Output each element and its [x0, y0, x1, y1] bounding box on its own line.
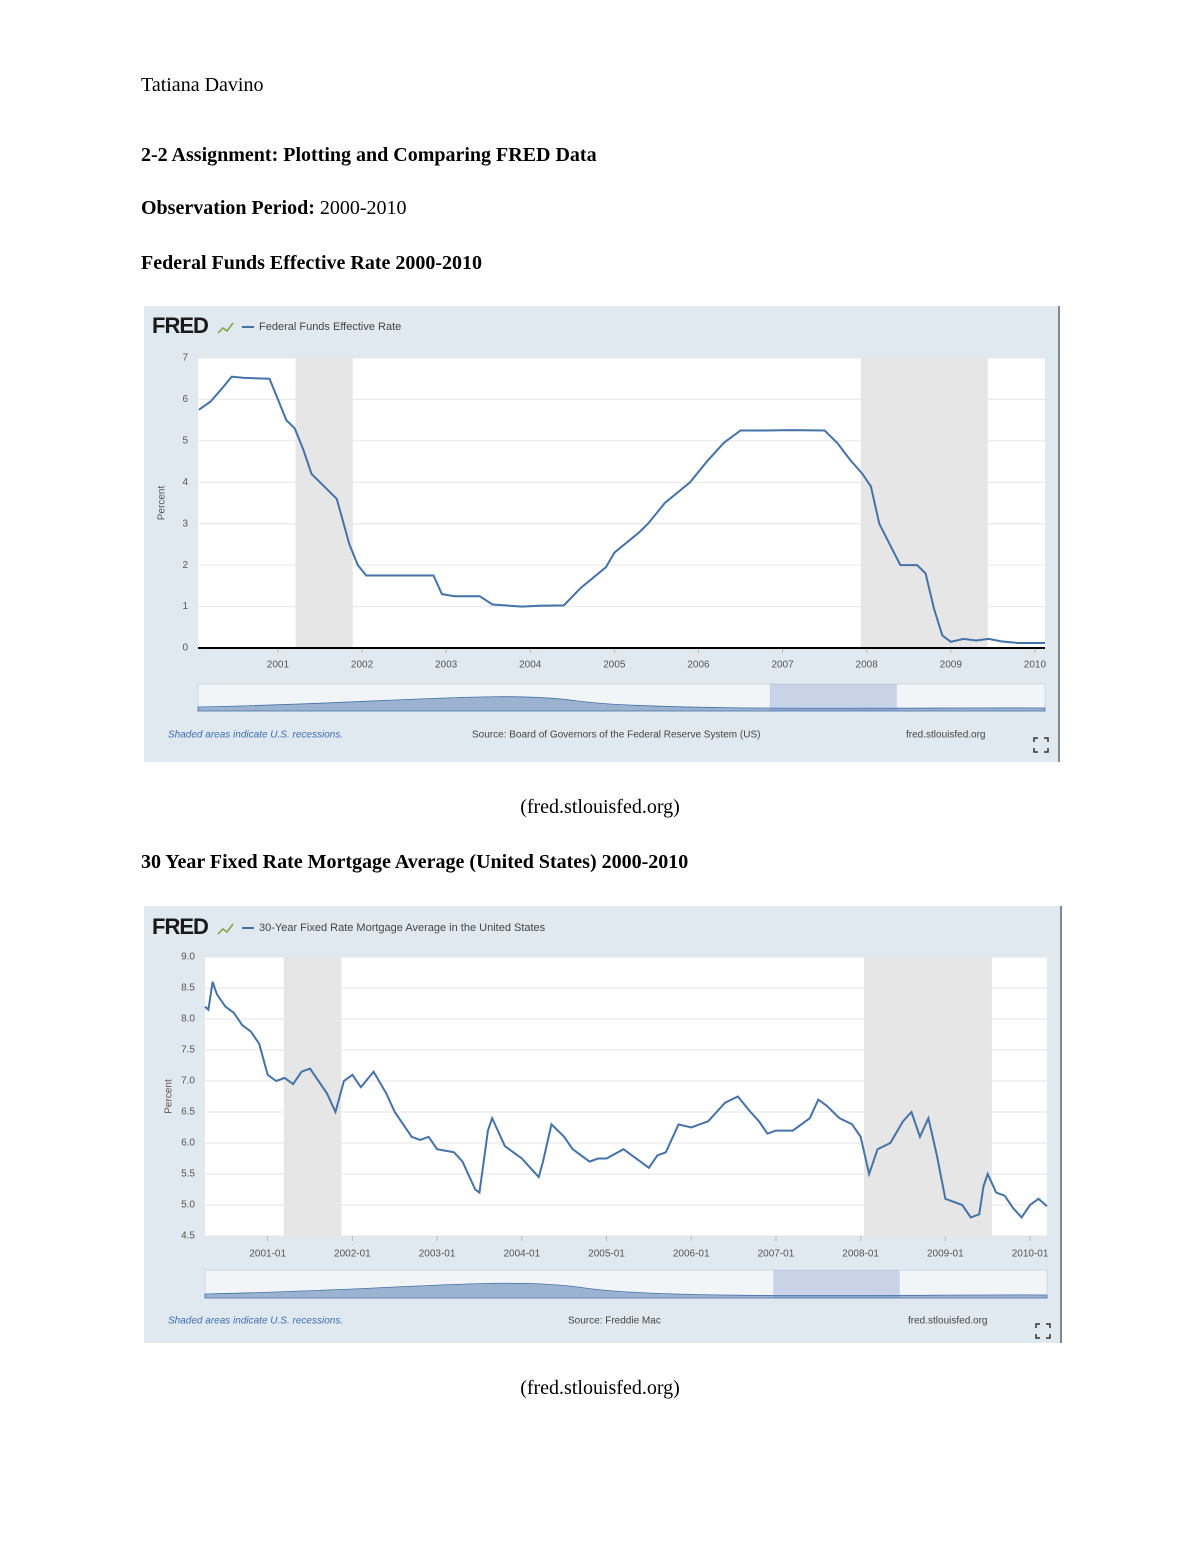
x-tick-label: 2004-01 [503, 1249, 540, 1260]
section-heading: Federal Funds Effective Rate 2000-2010 [141, 252, 483, 274]
y-axis-label: Percent [157, 486, 168, 521]
y-tick-label: 8.0 [181, 1014, 195, 1025]
x-tick-label: 2008 [856, 660, 879, 671]
x-tick-label: 2002-01 [334, 1249, 371, 1260]
y-tick-label: 8.5 [181, 983, 195, 994]
author: Tatiana Davino [141, 74, 264, 96]
fred-chart: FRED Federal Funds Effective Rate 0 1 2 3 4 5 6 7… [144, 306, 1060, 762]
x-tick-label: 2010-01 [1012, 1249, 1049, 1260]
y-tick-label: 1 [182, 601, 188, 612]
source: Source: Freddie Mac [568, 1316, 661, 1327]
y-tick-label: 0 [182, 643, 188, 654]
navigator-series [197, 696, 1046, 712]
footnote: Shaded areas indicate U.S. recessions. [168, 730, 343, 741]
fullscreen-icon[interactable] [1035, 1323, 1051, 1339]
x-tick-label: 2006 [687, 660, 710, 671]
fred-chart: FRED 30-Year Fixed Rate Mortgage Average … [144, 906, 1062, 1343]
source: Source: Board of Governors of the Federa… [472, 730, 760, 741]
y-tick-label: 4 [182, 477, 188, 488]
assignment-title: 2-2 Assignment: Plotting and Comparing F… [141, 144, 597, 166]
data-line [198, 375, 1045, 645]
navigator-window [769, 684, 897, 711]
y-tick-label: 9.0 [181, 952, 195, 963]
x-tick-label: 2005 [603, 660, 626, 671]
data-line [204, 981, 1048, 1220]
recession-shade [295, 358, 353, 648]
fullscreen-icon[interactable] [1033, 737, 1049, 753]
y-tick-label: 5 [182, 435, 188, 446]
recession-shade [283, 957, 342, 1236]
legend-label: Federal Funds Effective Rate [259, 321, 401, 333]
y-axis-label: Percent [164, 1079, 175, 1114]
footnote: Shaded areas indicate U.S. recessions. [168, 1316, 343, 1327]
x-tick-label: 2005-01 [588, 1249, 625, 1260]
caption: (fred.stlouisfed.org) [520, 796, 680, 818]
section-heading: 30 Year Fixed Rate Mortgage Average (Uni… [141, 851, 689, 873]
site: fred.stlouisfed.org [908, 1316, 988, 1327]
x-tick-label: 2007-01 [758, 1249, 795, 1260]
x-tick-label: 2001 [267, 660, 290, 671]
y-tick-label: 4.5 [181, 1231, 195, 1242]
x-tick-label: 2002 [351, 660, 374, 671]
y-tick-label: 7.0 [181, 1076, 195, 1087]
x-tick-label: 2010 [1024, 660, 1047, 671]
y-tick-label: 6.0 [181, 1138, 195, 1149]
navigator-series [204, 1282, 1048, 1299]
y-tick-label: 2 [182, 560, 188, 571]
y-tick-label: 6.5 [181, 1107, 195, 1118]
x-tick-label: 2009-01 [927, 1249, 964, 1260]
legend-label: 30-Year Fixed Rate Mortgage Average in t… [259, 922, 546, 934]
observation-value: 2000-2010 [319, 197, 407, 219]
y-tick-label: 7 [182, 353, 188, 364]
observation-label: Observation Period: [141, 197, 315, 219]
logo-icon [217, 923, 234, 935]
y-tick-label: 5.5 [181, 1169, 195, 1180]
x-tick-label: 2001-01 [249, 1249, 286, 1260]
recession-shade [860, 358, 988, 648]
y-tick-label: 7.5 [181, 1045, 195, 1056]
y-tick-label: 3 [182, 518, 188, 529]
logo: FRED [152, 914, 208, 939]
x-tick-label: 2006-01 [673, 1249, 710, 1260]
x-tick-label: 2004 [519, 660, 542, 671]
x-tick-label: 2003 [435, 660, 458, 671]
recession-shade [864, 957, 992, 1236]
x-tick-label: 2003-01 [419, 1249, 456, 1260]
navigator-window [773, 1270, 900, 1298]
y-tick-label: 5.0 [181, 1200, 195, 1211]
x-tick-label: 2008-01 [842, 1249, 879, 1260]
logo-icon [217, 322, 234, 334]
logo: FRED [152, 313, 208, 338]
x-tick-label: 2007 [771, 660, 794, 671]
y-tick-label: 6 [182, 394, 188, 405]
observation-period: Observation Period: 2000-2010 [141, 197, 407, 220]
site: fred.stlouisfed.org [906, 730, 986, 741]
caption: (fred.stlouisfed.org) [520, 1377, 680, 1399]
x-tick-label: 2009 [940, 660, 963, 671]
